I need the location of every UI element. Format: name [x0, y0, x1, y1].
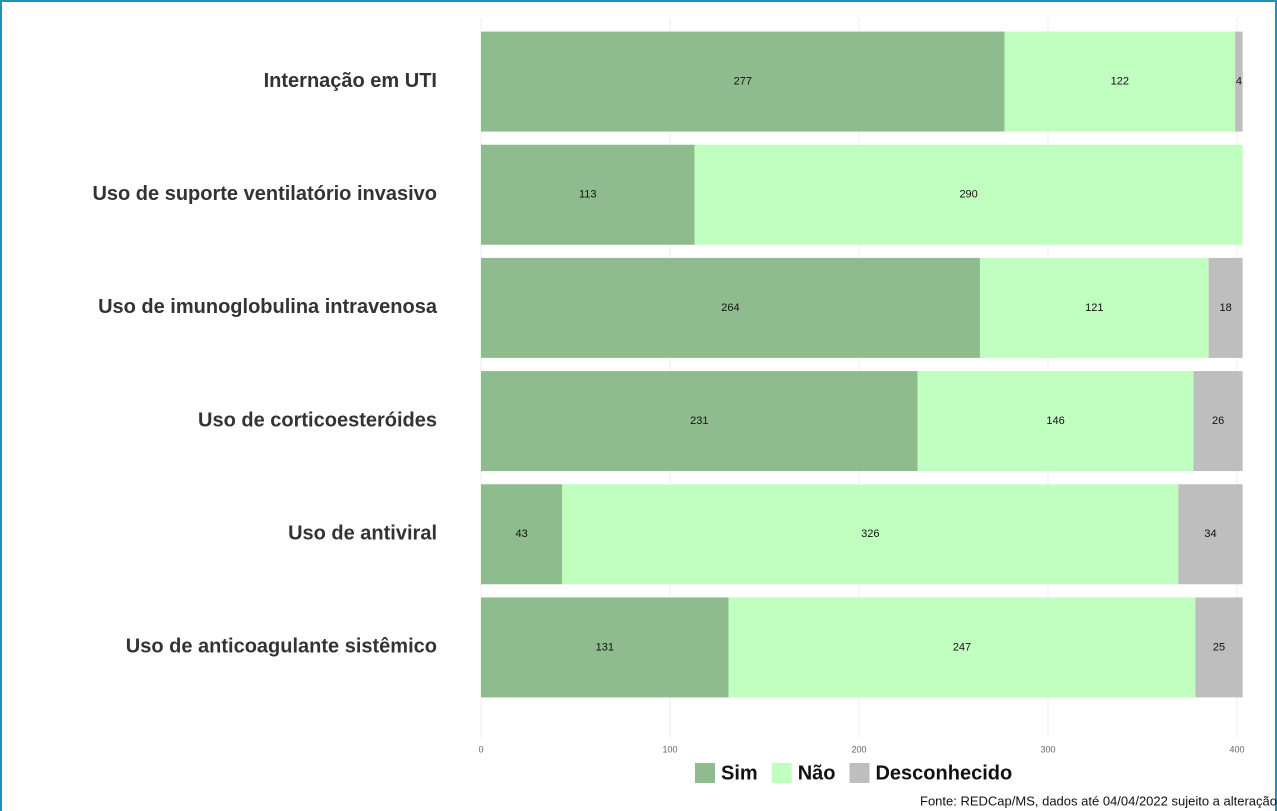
legend-label: Sim: [721, 762, 758, 784]
x-tick-label: 100: [662, 744, 677, 754]
value-label: 121: [1085, 302, 1103, 314]
source-note: Fonte: REDCap/MS, dados até 04/04/2022 s…: [920, 793, 1277, 808]
legend-label: Não: [798, 762, 836, 784]
legend-swatch: [695, 763, 715, 783]
x-tick-label: 200: [851, 744, 866, 754]
value-label: 122: [1111, 75, 1129, 87]
bar-segment: [481, 31, 1005, 132]
value-label: 113: [579, 189, 597, 201]
x-tick-label: 300: [1040, 744, 1055, 754]
y-tick-label: Internação em UTI: [264, 70, 437, 92]
y-tick-label: Uso de corticoesteróides: [198, 409, 437, 431]
legend-swatch: [771, 763, 792, 783]
value-label: 34: [1204, 528, 1216, 540]
bar-segment: [481, 144, 695, 245]
value-label: 326: [861, 528, 879, 540]
value-label: 4: [1236, 75, 1242, 87]
value-label: 18: [1220, 302, 1232, 314]
bar-segment: [728, 597, 1196, 698]
bar-segment: [481, 597, 729, 698]
value-label: 277: [734, 75, 752, 87]
value-label: 26: [1212, 415, 1224, 427]
legend-label: Desconhecido: [875, 762, 1012, 784]
y-tick-label: Uso de anticoagulante sistêmico: [126, 636, 437, 658]
y-tick-label: Uso de suporte ventilatório invasivo: [92, 183, 437, 205]
value-label: 25: [1213, 641, 1225, 653]
y-tick-label: Uso de imunoglobulina intravenosa: [98, 296, 438, 318]
bar-segment: [1195, 597, 1243, 698]
x-tick-label: 400: [1229, 744, 1244, 754]
bar-segment: [694, 144, 1243, 245]
value-label: 146: [1046, 415, 1064, 427]
bar-segment: [1208, 257, 1243, 358]
x-tick-label: 0: [478, 744, 483, 754]
bar-segment: [481, 484, 563, 585]
bar-segment: [979, 257, 1209, 358]
legend-swatch: [849, 763, 870, 783]
y-tick-label: Uso de antiviral: [288, 523, 437, 545]
bar-segment: [1235, 31, 1243, 132]
value-label: 264: [721, 302, 739, 314]
bar-segment: [1004, 31, 1236, 132]
value-label: 131: [596, 641, 614, 653]
bar-segment: [917, 371, 1194, 472]
value-label: 247: [953, 641, 971, 653]
value-label: 290: [959, 189, 977, 201]
bar-segment: [481, 257, 980, 358]
bar-segment: [562, 484, 1179, 585]
bar-segment: [481, 371, 918, 472]
value-label: 231: [690, 415, 708, 427]
value-label: 43: [516, 528, 528, 540]
bar-segment: [1193, 371, 1243, 472]
bar-segment: [1178, 484, 1243, 585]
